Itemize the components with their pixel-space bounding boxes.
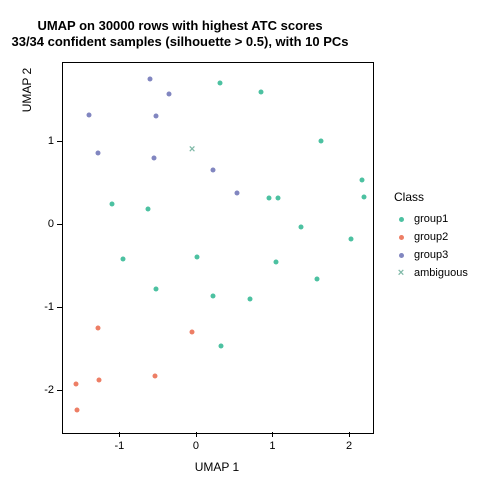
- x-tick-label: 1: [269, 440, 275, 452]
- x-tick: [119, 432, 120, 437]
- y-tick-label: -1: [32, 301, 54, 313]
- data-point: [167, 92, 172, 97]
- data-point: [109, 202, 114, 207]
- chart-title: UMAP on 30000 rows with highest ATC scor…: [0, 18, 360, 51]
- x-tick: [349, 432, 350, 437]
- data-point: [195, 255, 200, 260]
- legend-label: group3: [414, 249, 448, 261]
- x-tick: [196, 432, 197, 437]
- x-axis-label: UMAP 1: [62, 460, 372, 474]
- plot-area: [62, 62, 374, 434]
- legend-item-group3: group3: [394, 246, 468, 264]
- data-point: [95, 151, 100, 156]
- data-point: [217, 80, 222, 85]
- data-point: [210, 168, 215, 173]
- data-point: [247, 296, 252, 301]
- y-tick: [57, 307, 62, 308]
- data-point: [362, 194, 367, 199]
- data-point: [75, 407, 80, 412]
- chart-title-line1: UMAP on 30000 rows with highest ATC scor…: [0, 18, 360, 34]
- data-point: [348, 237, 353, 242]
- data-point: [259, 89, 264, 94]
- legend-item-ambiguous: × ambiguous: [394, 264, 468, 282]
- data-point: [86, 113, 91, 118]
- legend-item-group2: group2: [394, 228, 468, 246]
- data-point: [235, 191, 240, 196]
- legend-item-group1: group1: [394, 210, 468, 228]
- legend-title: Class: [394, 190, 468, 204]
- y-tick-label: 0: [32, 218, 54, 230]
- data-point: [73, 381, 78, 386]
- legend-label: group2: [414, 231, 448, 243]
- data-point: [210, 293, 215, 298]
- data-point: [274, 259, 279, 264]
- data-point: [154, 114, 159, 119]
- data-point: [95, 326, 100, 331]
- x-tick: [272, 432, 273, 437]
- data-point: [275, 195, 280, 200]
- x-tick-label: 2: [346, 440, 352, 452]
- data-point: [96, 378, 101, 383]
- legend-label: group1: [414, 213, 448, 225]
- data-point: [314, 277, 319, 282]
- legend-label: ambiguous: [414, 267, 468, 279]
- data-point: [219, 344, 224, 349]
- y-tick: [57, 141, 62, 142]
- legend-swatch-group3: [394, 253, 408, 258]
- legend-swatch-ambiguous: ×: [394, 267, 408, 279]
- x-tick-label: -1: [115, 440, 125, 452]
- chart-title-line2: 33/34 confident samples (silhouette > 0.…: [0, 34, 360, 50]
- y-tick: [57, 390, 62, 391]
- y-tick-label: -2: [32, 384, 54, 396]
- data-point: [153, 374, 158, 379]
- data-point: [154, 286, 159, 291]
- legend: Class group1 group2 group3 × ambiguous: [394, 190, 468, 282]
- data-point: [148, 76, 153, 81]
- data-point: [360, 178, 365, 183]
- data-point: [190, 330, 195, 335]
- data-point: [146, 207, 151, 212]
- y-tick-label: 1: [32, 135, 54, 147]
- legend-swatch-group2: [394, 235, 408, 240]
- data-point: ×: [189, 145, 195, 156]
- legend-swatch-group1: [394, 217, 408, 222]
- y-tick: [57, 224, 62, 225]
- data-point: [319, 138, 324, 143]
- y-axis-label: UMAP 2: [20, 0, 34, 275]
- data-point: [121, 257, 126, 262]
- data-point: [266, 195, 271, 200]
- data-point: [151, 155, 156, 160]
- data-point: [298, 225, 303, 230]
- x-tick-label: 0: [193, 440, 199, 452]
